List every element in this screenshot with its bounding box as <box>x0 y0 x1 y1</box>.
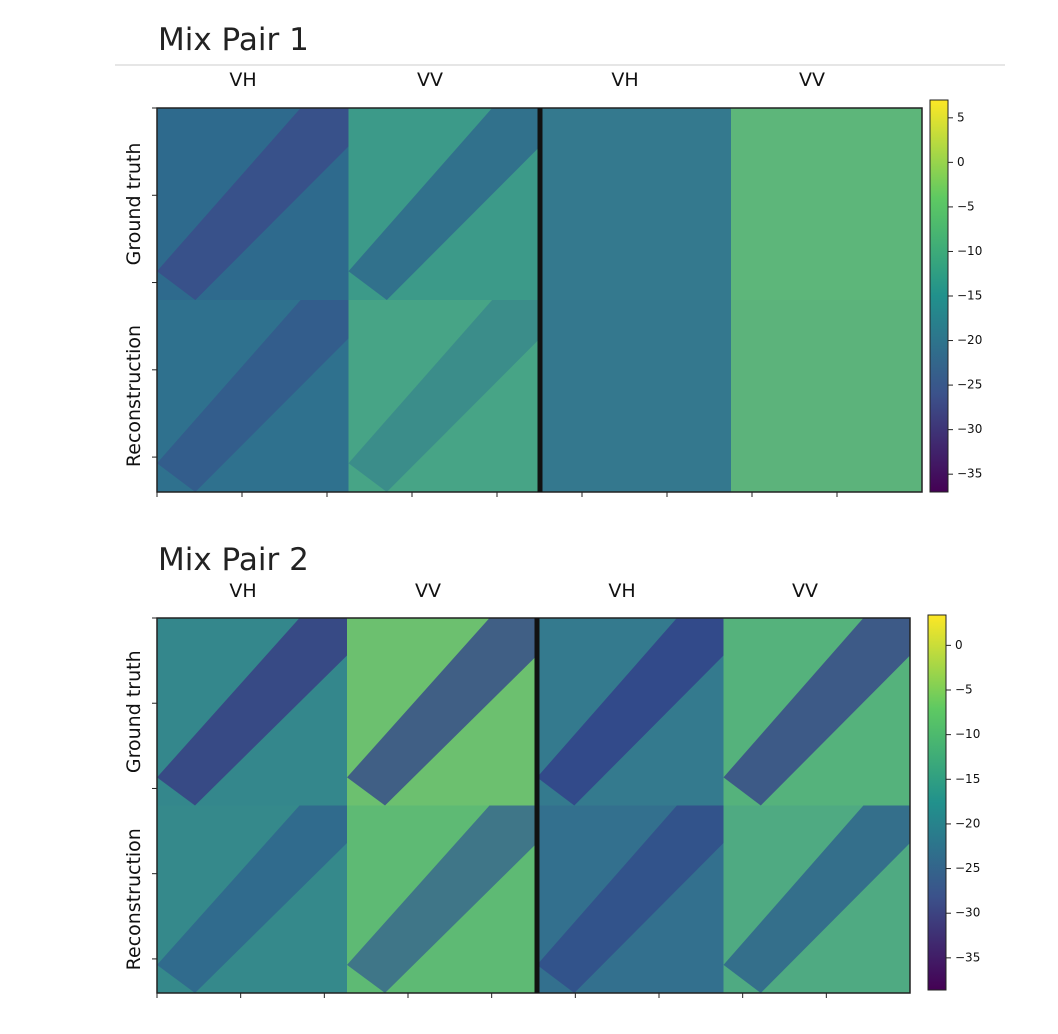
colorbar-tick-label: −35 <box>957 467 982 481</box>
column-label: VV <box>792 580 818 602</box>
colorbar-tick-label: 0 <box>955 638 963 652</box>
image-band <box>157 618 347 806</box>
colorbar-tick-label: −20 <box>955 816 980 830</box>
panel-title: Mix Pair 2 <box>158 542 309 578</box>
column-label: VH <box>608 580 635 602</box>
row-label: Reconstruction <box>123 828 145 970</box>
image-band <box>157 300 349 492</box>
colorbar-tick-label: −5 <box>955 683 973 697</box>
column-label: VV <box>415 580 441 602</box>
image-band <box>157 108 349 300</box>
colorbar-tick-label: −20 <box>957 333 982 347</box>
row-label: Reconstruction <box>123 325 145 467</box>
image-band <box>348 300 540 492</box>
colorbar-tick-label: −30 <box>957 422 982 436</box>
colorbar-tick-label: 0 <box>957 155 965 169</box>
colorbar-tick-label: −15 <box>957 289 982 303</box>
colorbar-tick-label: −25 <box>957 378 982 392</box>
image-band <box>723 618 910 806</box>
colorbar-tick-label: −10 <box>957 244 982 258</box>
colorbar-tick-label: −30 <box>955 906 980 920</box>
colorbar-tick-label: −15 <box>955 772 980 786</box>
image-band <box>347 618 537 806</box>
colorbar-tick-label: 5 <box>957 110 965 124</box>
image-band <box>347 805 537 993</box>
panel-title: Mix Pair 1 <box>158 22 309 58</box>
row-label: Ground truth <box>123 650 145 773</box>
column-label: VH <box>611 69 638 91</box>
image-tile <box>731 300 922 492</box>
column-label: VH <box>229 69 256 91</box>
image-frame <box>156 617 911 994</box>
image-tile <box>540 300 731 492</box>
image-band <box>157 805 347 993</box>
row-label: Ground truth <box>123 143 145 266</box>
colorbar-tick-label: −5 <box>957 199 975 213</box>
image-band <box>348 108 540 300</box>
image-band <box>723 805 910 993</box>
column-label: VV <box>799 69 825 91</box>
colorbar-tick-label: −10 <box>955 727 980 741</box>
image-tile <box>540 108 731 300</box>
colorbar-tick-label: −25 <box>955 861 980 875</box>
image-band <box>537 805 724 993</box>
image-tile <box>731 108 922 300</box>
colorbar <box>927 614 947 991</box>
column-label: VH <box>229 580 256 602</box>
colorbar-tick-label: −35 <box>955 950 980 964</box>
column-label: VV <box>417 69 443 91</box>
colorbar <box>929 99 949 493</box>
image-band <box>537 618 724 806</box>
